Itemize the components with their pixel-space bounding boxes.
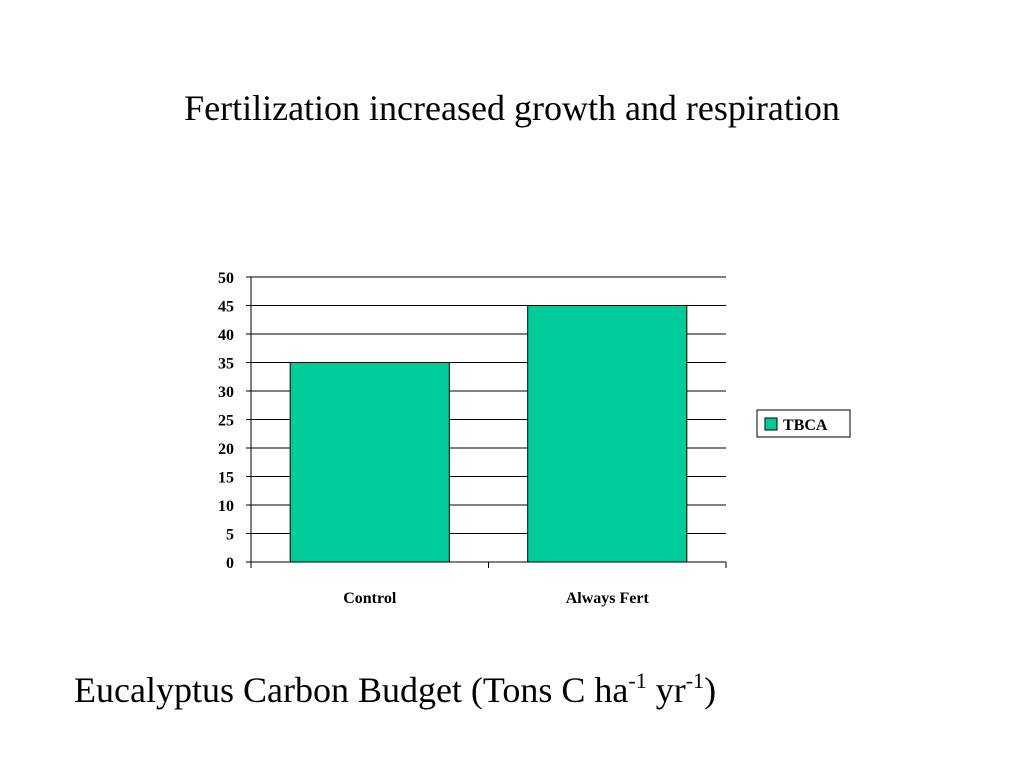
caption-text: Eucalyptus Carbon Budget (Tons C ha (74, 670, 629, 710)
y-tick-label: 30 (218, 384, 234, 401)
y-tick-label: 20 (218, 441, 234, 458)
y-tick-label: 40 (218, 327, 234, 344)
y-tick-label: 50 (218, 270, 234, 287)
axes: 0 5 10 15 20 25 30 35 40 45 50 Control Always Fert (218, 270, 727, 607)
caption-text-end: ) (704, 670, 717, 710)
slide-title: Fertilization increased growth and respi… (184, 88, 840, 128)
caption-text-unit: yr (646, 670, 686, 710)
bar (527, 305, 688, 563)
caption-superscript: -1 (628, 668, 647, 693)
y-tick-label: 5 (226, 527, 234, 544)
y-tick-label: 45 (218, 299, 234, 316)
bar (289, 362, 450, 563)
caption-superscript: -1 (685, 668, 705, 693)
y-tick-label: 35 (218, 356, 234, 373)
legend-swatch (764, 417, 778, 431)
x-tick-label: Control (343, 590, 397, 607)
y-tick-label: 25 (218, 413, 234, 430)
x-tick-label: Always Fert (566, 590, 650, 607)
y-tick-label: 0 (226, 555, 234, 572)
y-tick-label: 10 (218, 498, 234, 515)
legend-label: TBCA (783, 417, 828, 434)
bars (289, 305, 688, 563)
y-tick-label: 15 (218, 470, 234, 487)
legend: TBCA (756, 409, 851, 438)
chart-caption: Eucalyptus Carbon Budget (Tons C ha-1 yr… (74, 666, 716, 714)
